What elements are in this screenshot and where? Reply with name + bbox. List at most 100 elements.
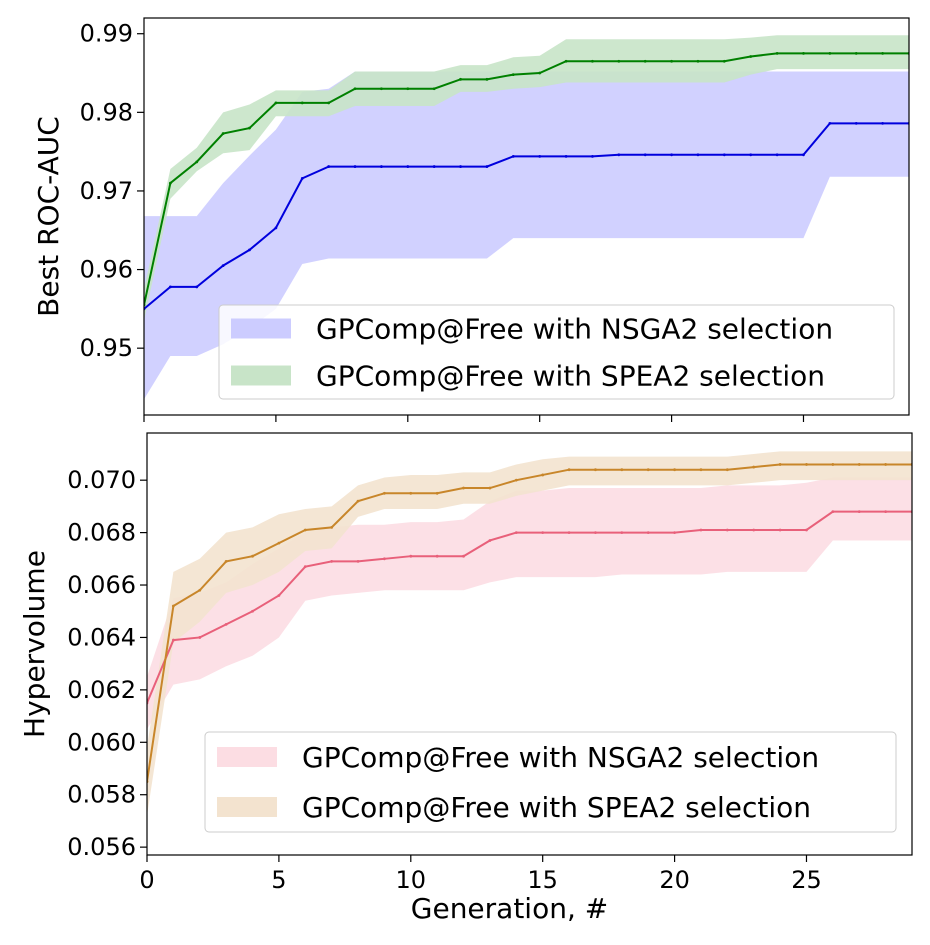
point-series-0-27 bbox=[857, 510, 861, 514]
point-series-0-4 bbox=[248, 248, 251, 252]
point-series-1-16 bbox=[567, 468, 571, 472]
legend-swatch-0 bbox=[231, 318, 291, 339]
point-series-0-23 bbox=[749, 153, 753, 157]
point-series-1-3 bbox=[221, 132, 225, 135]
y-tick-label: 0.066 bbox=[67, 571, 136, 599]
legend-label-0: GPComp@Free with NSGA2 selection bbox=[302, 741, 819, 774]
point-series-0-11 bbox=[435, 554, 439, 558]
point-series-0-24 bbox=[778, 528, 782, 532]
point-series-1-3 bbox=[224, 560, 228, 563]
point-series-1-14 bbox=[514, 478, 518, 482]
point-series-1-22 bbox=[722, 59, 726, 63]
plot-area bbox=[144, 35, 909, 400]
point-series-1-5 bbox=[274, 101, 278, 105]
point-series-0-11 bbox=[432, 165, 436, 168]
band-series-0 bbox=[144, 71, 909, 400]
point-series-1-4 bbox=[251, 554, 254, 558]
point-series-0-16 bbox=[567, 531, 571, 534]
point-series-1-6 bbox=[303, 528, 307, 532]
point-series-0-2 bbox=[198, 636, 202, 639]
point-series-1-26 bbox=[828, 51, 832, 55]
hypervolume-panel: 0.056 0.058 0.060 0.062 0.064 0.066 0.068 0.070… bbox=[18, 432, 913, 925]
point-series-0-26 bbox=[831, 510, 835, 514]
point-series-0-10 bbox=[409, 554, 413, 558]
point-series-1-9 bbox=[383, 491, 386, 495]
point-series-0-25 bbox=[802, 153, 805, 157]
point-series-0-12 bbox=[462, 554, 465, 558]
point-series-0-13 bbox=[485, 165, 489, 168]
point-series-0-14 bbox=[511, 154, 515, 158]
point-series-1-11 bbox=[435, 491, 439, 495]
point-series-0-10 bbox=[406, 165, 410, 168]
line-series-1 bbox=[147, 463, 912, 782]
y-tick-label: 0.96 bbox=[80, 256, 133, 284]
y-tick-label: 0.060 bbox=[67, 728, 136, 756]
point-series-1-28 bbox=[881, 51, 885, 55]
point-series-0-20 bbox=[673, 531, 676, 534]
point-series-0-28 bbox=[884, 510, 888, 514]
legend-box bbox=[218, 304, 895, 400]
point-series-1-25 bbox=[805, 463, 808, 466]
point-series-1-23 bbox=[749, 55, 753, 58]
point-series-1-15 bbox=[541, 473, 545, 477]
legend-label-0: GPComp@Free with NSGA2 selection bbox=[316, 313, 833, 346]
x-axis-label: Generation, # bbox=[411, 892, 608, 925]
point-series-0-1 bbox=[168, 285, 172, 289]
point-series-1-2 bbox=[198, 588, 202, 592]
point-series-0-1 bbox=[171, 638, 175, 642]
legend-swatch-0 bbox=[217, 747, 277, 767]
y-tick-label: 0.062 bbox=[67, 676, 136, 704]
roc-auc-panel: 0.95 0.96 0.97 0.98 0.99 Best ROC-AUC GPComp@F… bbox=[32, 17, 910, 422]
point-series-0-21 bbox=[696, 153, 700, 157]
point-series-0-12 bbox=[459, 165, 462, 168]
point-series-1-25 bbox=[802, 51, 805, 55]
point-series-1-21 bbox=[699, 468, 703, 472]
x-tick-label: 10 bbox=[396, 866, 427, 894]
y-tick-label: 0.058 bbox=[67, 781, 136, 809]
point-series-1-5 bbox=[277, 541, 281, 545]
y-axis-label: Hypervolume bbox=[18, 550, 51, 738]
legend-swatch-1 bbox=[231, 365, 291, 386]
legend-label-1: GPComp@Free with SPEA2 selection bbox=[316, 360, 825, 393]
point-series-1-12 bbox=[462, 486, 465, 490]
x-tick-label: 0 bbox=[139, 866, 154, 894]
point-series-1-13 bbox=[488, 486, 492, 490]
point-series-1-20 bbox=[670, 59, 673, 63]
point-series-0-15 bbox=[538, 154, 542, 158]
point-series-0-17 bbox=[591, 154, 594, 158]
axes-frame bbox=[146, 432, 913, 856]
point-series-0-9 bbox=[380, 165, 383, 168]
point-series-0-6 bbox=[303, 565, 307, 569]
point-series-0-24 bbox=[775, 153, 779, 157]
point-series-1-13 bbox=[485, 77, 489, 81]
point-series-0-18 bbox=[620, 531, 624, 534]
point-series-1-10 bbox=[406, 87, 410, 91]
x-tick-label: 25 bbox=[791, 866, 822, 894]
point-series-1-2 bbox=[195, 160, 199, 164]
y-tick-label: 0.99 bbox=[80, 20, 133, 48]
point-series-0-18 bbox=[617, 153, 621, 157]
axes-frame bbox=[143, 17, 910, 416]
point-series-1-17 bbox=[594, 468, 597, 472]
point-series-1-7 bbox=[327, 101, 331, 105]
point-series-0-5 bbox=[274, 226, 278, 230]
point-series-1-20 bbox=[673, 468, 676, 472]
point-series-1-19 bbox=[643, 59, 647, 63]
y-tick-label: 0.97 bbox=[80, 177, 133, 205]
band-series-1 bbox=[144, 35, 909, 321]
point-series-1-27 bbox=[854, 51, 858, 55]
point-series-1-12 bbox=[459, 77, 462, 81]
legend: GPComp@Free with NSGA2 selection GPComp@F… bbox=[204, 731, 897, 833]
point-series-0-25 bbox=[805, 528, 808, 532]
point-series-0-28 bbox=[881, 121, 885, 125]
legend-box bbox=[204, 731, 897, 833]
point-series-1-18 bbox=[617, 59, 621, 63]
point-series-1-16 bbox=[564, 59, 568, 63]
point-series-0-8 bbox=[353, 165, 357, 168]
y-tick-label: 0.070 bbox=[67, 466, 136, 494]
x-tick-label: 15 bbox=[527, 866, 558, 894]
point-series-0-4 bbox=[251, 609, 254, 613]
y-axis-label: Best ROC-AUC bbox=[32, 116, 65, 317]
